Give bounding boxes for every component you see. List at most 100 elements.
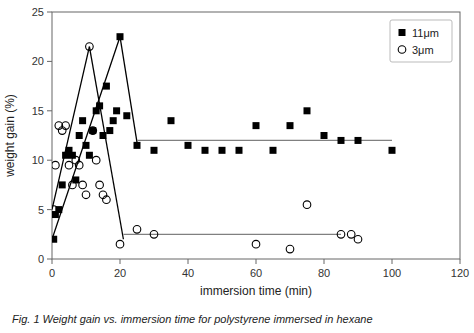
point: [133, 226, 141, 234]
point: [89, 127, 96, 134]
point: [304, 107, 311, 114]
x-tick: [324, 259, 325, 264]
point: [59, 181, 66, 188]
legend-symbol: [398, 46, 406, 54]
point: [65, 161, 73, 169]
point: [52, 236, 57, 243]
x-tick-label: 100: [383, 267, 401, 279]
y-tick-label: 25: [32, 6, 44, 18]
point: [117, 33, 124, 40]
point: [86, 152, 93, 159]
legend-label: 11μm: [412, 27, 439, 39]
point: [347, 231, 355, 239]
trend-line: [52, 37, 120, 240]
x-tick-label: 120: [451, 267, 469, 279]
point: [100, 132, 107, 139]
point: [252, 240, 260, 248]
x-tick: [460, 259, 461, 264]
point: [287, 122, 294, 129]
trend-lines: [52, 37, 392, 240]
legend-label: 3μm: [412, 44, 434, 56]
point: [96, 102, 103, 109]
plot-frame: [52, 12, 460, 259]
legend: 11μm 3μm: [390, 20, 452, 62]
point: [76, 132, 83, 139]
point: [69, 181, 77, 189]
x-tick-label: 40: [182, 267, 194, 279]
y-tick: [47, 61, 52, 62]
point: [389, 147, 396, 154]
point: [116, 240, 124, 248]
trend-line: [52, 47, 89, 210]
point: [150, 231, 158, 239]
point: [79, 117, 86, 124]
point: [168, 117, 175, 124]
point: [303, 201, 311, 209]
x-tick-label: 20: [114, 267, 126, 279]
point: [253, 122, 260, 129]
trend-line: [123, 234, 341, 235]
point: [86, 43, 94, 51]
x-tick: [188, 259, 189, 264]
point: [113, 107, 120, 114]
x-axis: 020406080100120: [49, 259, 469, 279]
point: [151, 147, 158, 154]
point: [92, 156, 100, 164]
y-tick: [47, 12, 52, 13]
trend-line: [137, 140, 392, 141]
marks: [52, 33, 396, 253]
point: [103, 196, 111, 204]
y-tick-label: 20: [32, 55, 44, 67]
point: [337, 231, 345, 239]
point: [286, 245, 294, 253]
legend-symbol: [399, 29, 406, 36]
x-tick: [392, 259, 393, 264]
point: [79, 181, 87, 189]
x-tick-label: 80: [318, 267, 330, 279]
trend-line: [120, 37, 137, 143]
x-tick: [120, 259, 121, 264]
point: [236, 147, 243, 154]
scatter-series: [52, 33, 395, 243]
y-axis: 0510152025: [32, 6, 52, 265]
x-axis-title: immersion time (min): [200, 284, 312, 298]
point: [354, 235, 362, 243]
plot-background: [52, 12, 460, 259]
y-tick: [47, 259, 52, 260]
point: [134, 142, 141, 149]
points: [52, 33, 396, 253]
y-tick: [47, 110, 52, 111]
point: [355, 137, 362, 144]
y-axis-title: weight gain (%): [3, 94, 17, 178]
legend-box: [390, 20, 452, 62]
caption: Fig. 1 Weight gain vs. immersion time fo…: [12, 313, 373, 325]
point: [270, 147, 277, 154]
scatter-series: [52, 43, 362, 253]
point: [338, 137, 345, 144]
y-tick-label: 5: [38, 204, 44, 216]
x-tick: [256, 259, 257, 264]
point: [321, 132, 328, 139]
point: [82, 191, 90, 199]
point: [106, 127, 113, 134]
point: [52, 161, 59, 169]
chart: 0204060801001200510152025immersion time …: [0, 0, 474, 333]
y-tick: [47, 209, 52, 210]
x-tick-label: 0: [49, 267, 55, 279]
x-tick: [52, 259, 53, 264]
point: [185, 142, 192, 149]
y-tick: [47, 160, 52, 161]
point: [110, 117, 117, 124]
point: [83, 142, 90, 149]
point: [103, 83, 110, 90]
point: [219, 147, 226, 154]
point: [96, 181, 104, 189]
y-tick-label: 0: [38, 253, 44, 265]
point: [202, 147, 209, 154]
point: [89, 127, 97, 135]
trend-line: [89, 47, 123, 240]
point: [75, 161, 83, 169]
point: [62, 122, 70, 130]
y-tick-label: 10: [32, 154, 44, 166]
point: [52, 206, 58, 214]
